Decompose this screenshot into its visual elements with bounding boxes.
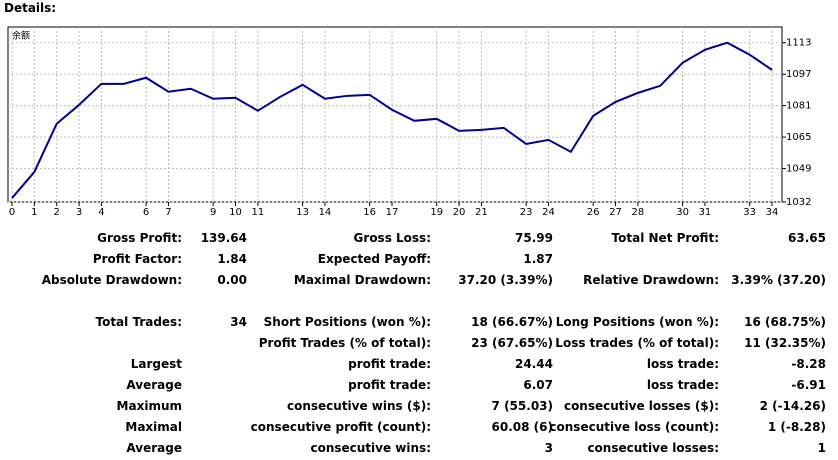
x-tick-label: 24	[542, 207, 555, 218]
x-tick-label: 16	[363, 207, 376, 218]
row-value: 1.87	[523, 252, 553, 266]
x-tick-label: 17	[386, 207, 399, 218]
row-value: 18 (66.67%)	[471, 315, 553, 329]
x-tick-label: 10	[229, 207, 242, 218]
row-value: -8.28	[791, 357, 826, 371]
row-label: loss trade:	[646, 378, 719, 392]
row-value: 6.07	[523, 378, 553, 392]
y-tick-label: 1065	[786, 132, 811, 143]
x-tick-label: 13	[296, 207, 309, 218]
row-value: 1	[817, 441, 826, 455]
x-tick-label: 4	[98, 207, 104, 218]
x-tick-label: 23	[520, 207, 533, 218]
x-tick-label: 2	[54, 207, 60, 218]
row-value: 11 (32.35%)	[744, 336, 826, 350]
row-label: Relative Drawdown:	[583, 273, 719, 287]
x-tick-label: 34	[766, 207, 779, 218]
row-label: Short Positions (won %):	[263, 315, 431, 329]
row-value: 1 (-8.28)	[767, 420, 826, 434]
row-label: Maximal	[125, 420, 182, 434]
row-label: Long Positions (won %):	[555, 315, 719, 329]
row-label: consecutive wins:	[310, 441, 431, 455]
row-label: Gross Loss:	[353, 231, 431, 245]
row-value: 37.20 (3.39%)	[458, 273, 553, 287]
row-value: 24.44	[515, 357, 553, 371]
row-label: consecutive losses:	[587, 441, 719, 455]
row-value: 34	[230, 315, 247, 329]
row-value: 75.99	[515, 231, 553, 245]
row-label: Expected Payoff:	[317, 252, 431, 266]
x-tick-label: 3	[76, 207, 82, 218]
row-value: 0.00	[217, 273, 247, 287]
y-tick-label: 1113	[786, 38, 811, 49]
x-tick-label: 30	[676, 207, 689, 218]
row-value: 2 (-14.26)	[759, 399, 826, 413]
row-value: 60.08 (6)	[491, 420, 553, 434]
x-tick-label: 11	[252, 207, 265, 218]
row-label: Loss trades (% of total):	[555, 336, 719, 350]
x-tick-label: 1	[31, 207, 37, 218]
row-label: consecutive profit (count):	[250, 420, 431, 434]
x-tick-label: 28	[632, 207, 645, 218]
y-tick-label: 1049	[786, 164, 811, 175]
row-label: consecutive losses ($):	[563, 399, 719, 413]
row-label: loss trade:	[646, 357, 719, 371]
x-tick-label: 20	[453, 207, 466, 218]
row-label: consecutive wins ($):	[286, 399, 431, 413]
row-value: 7 (55.03)	[491, 399, 553, 413]
y-tick-label: 1097	[786, 69, 811, 80]
y-tick-label: 1081	[786, 101, 811, 112]
details-header: Details:	[4, 1, 57, 15]
row-label: Maximal Drawdown:	[293, 273, 431, 287]
row-value: 3.39% (37.20)	[731, 273, 826, 287]
chart-label: 余额	[12, 30, 30, 42]
x-tick-label: 21	[475, 207, 488, 218]
row-label: Gross Profit:	[97, 231, 182, 245]
x-tick-label: 9	[210, 207, 216, 218]
row-value: 1.84	[217, 252, 247, 266]
x-tick-label: 0	[9, 207, 15, 218]
row-value: -6.91	[791, 378, 826, 392]
row-label: Profit Trades (% of total):	[258, 336, 431, 350]
x-tick-label: 27	[609, 207, 622, 218]
row-label: Average	[126, 441, 182, 455]
x-tick-label: 26	[587, 207, 600, 218]
x-tick-label: 14	[319, 207, 332, 218]
row-value: 16 (68.75%)	[744, 315, 826, 329]
x-tick-label: 7	[165, 207, 171, 218]
balance-line	[11, 41, 773, 199]
row-label: Maximum	[116, 399, 182, 413]
row-label: Largest	[130, 357, 182, 371]
row-value: 23 (67.65%)	[471, 336, 553, 350]
row-label: Total Net Profit:	[611, 231, 719, 245]
plot-area	[7, 26, 783, 203]
row-label: Profit Factor:	[92, 252, 182, 266]
row-label: Total Trades:	[95, 315, 182, 329]
y-tick-label: 1032	[786, 197, 811, 208]
row-label: consecutive loss (count):	[549, 420, 719, 434]
x-tick-label: 31	[699, 207, 712, 218]
row-value: 3	[544, 441, 553, 455]
x-tick-label: 33	[743, 207, 756, 218]
row-label: profit trade:	[348, 378, 431, 392]
row-value: 63.65	[788, 231, 826, 245]
row-label: Absolute Drawdown:	[41, 273, 182, 287]
x-tick-label: 19	[430, 207, 443, 218]
row-value: 139.64	[200, 231, 247, 245]
x-tick-label: 6	[143, 207, 149, 218]
row-label: Average	[126, 378, 182, 392]
row-label: profit trade:	[348, 357, 431, 371]
